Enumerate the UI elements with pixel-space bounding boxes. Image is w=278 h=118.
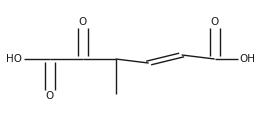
Text: O: O <box>210 17 219 27</box>
Text: HO: HO <box>6 54 22 64</box>
Text: O: O <box>45 91 54 101</box>
Text: O: O <box>78 17 87 27</box>
Text: OH: OH <box>240 54 256 64</box>
